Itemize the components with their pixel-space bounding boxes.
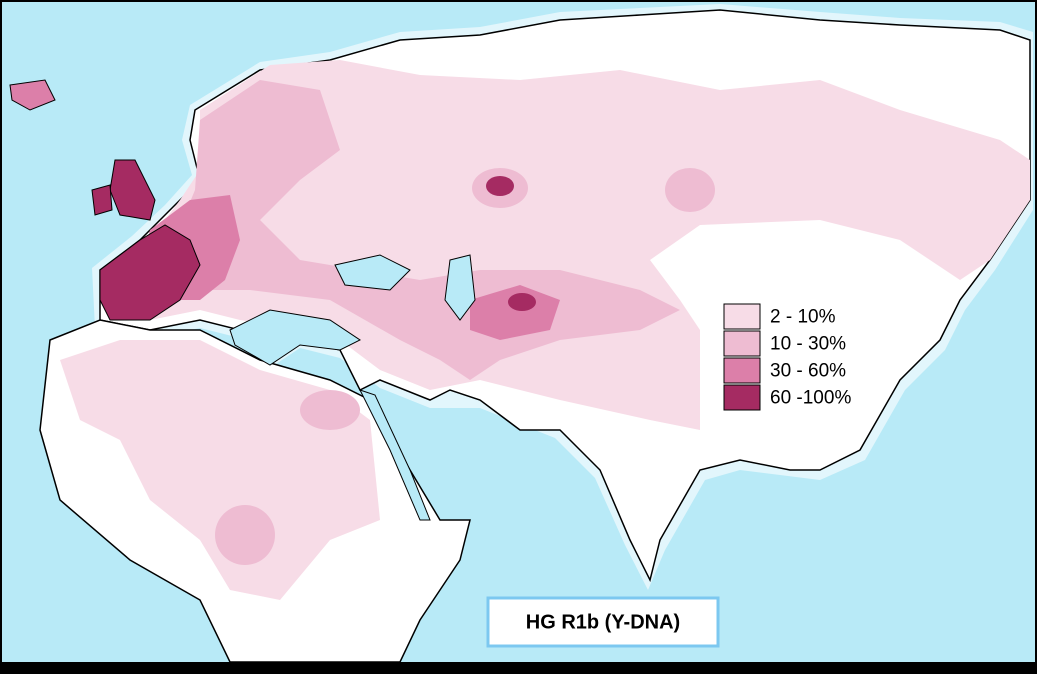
legend-label: 30 - 60% bbox=[770, 361, 846, 382]
zone-top-iberia bbox=[99, 224, 201, 321]
zone-mid-altai bbox=[665, 168, 715, 212]
zone-low-africa bbox=[60, 340, 380, 600]
zone-mid-egypt bbox=[300, 390, 360, 430]
caspian-sea bbox=[444, 254, 476, 321]
legend-label: 2 - 10% bbox=[770, 307, 836, 328]
map-title: HG R1b (Y-DNA) bbox=[526, 611, 680, 633]
iceland bbox=[9, 79, 56, 111]
legend-swatch bbox=[723, 330, 761, 357]
legend-swatch bbox=[723, 303, 761, 330]
zone-high-asia bbox=[470, 285, 560, 340]
title-box bbox=[486, 596, 720, 648]
mediterranean bbox=[229, 309, 361, 366]
legend-label: 60 -100% bbox=[770, 388, 851, 409]
zone-top-asia bbox=[508, 293, 536, 311]
legend-swatch bbox=[723, 357, 761, 384]
red-sea bbox=[359, 389, 431, 521]
zone-mid-chad bbox=[215, 505, 275, 565]
zone-top-ireland bbox=[91, 184, 113, 216]
legend-label: 10 - 30% bbox=[770, 334, 846, 355]
legend-swatch bbox=[723, 384, 761, 411]
black-sea bbox=[334, 254, 411, 291]
zone-top-volga bbox=[486, 176, 514, 196]
legend: 2 - 10% 10 - 30% 30 - 60% 60 -100% bbox=[722, 302, 877, 414]
